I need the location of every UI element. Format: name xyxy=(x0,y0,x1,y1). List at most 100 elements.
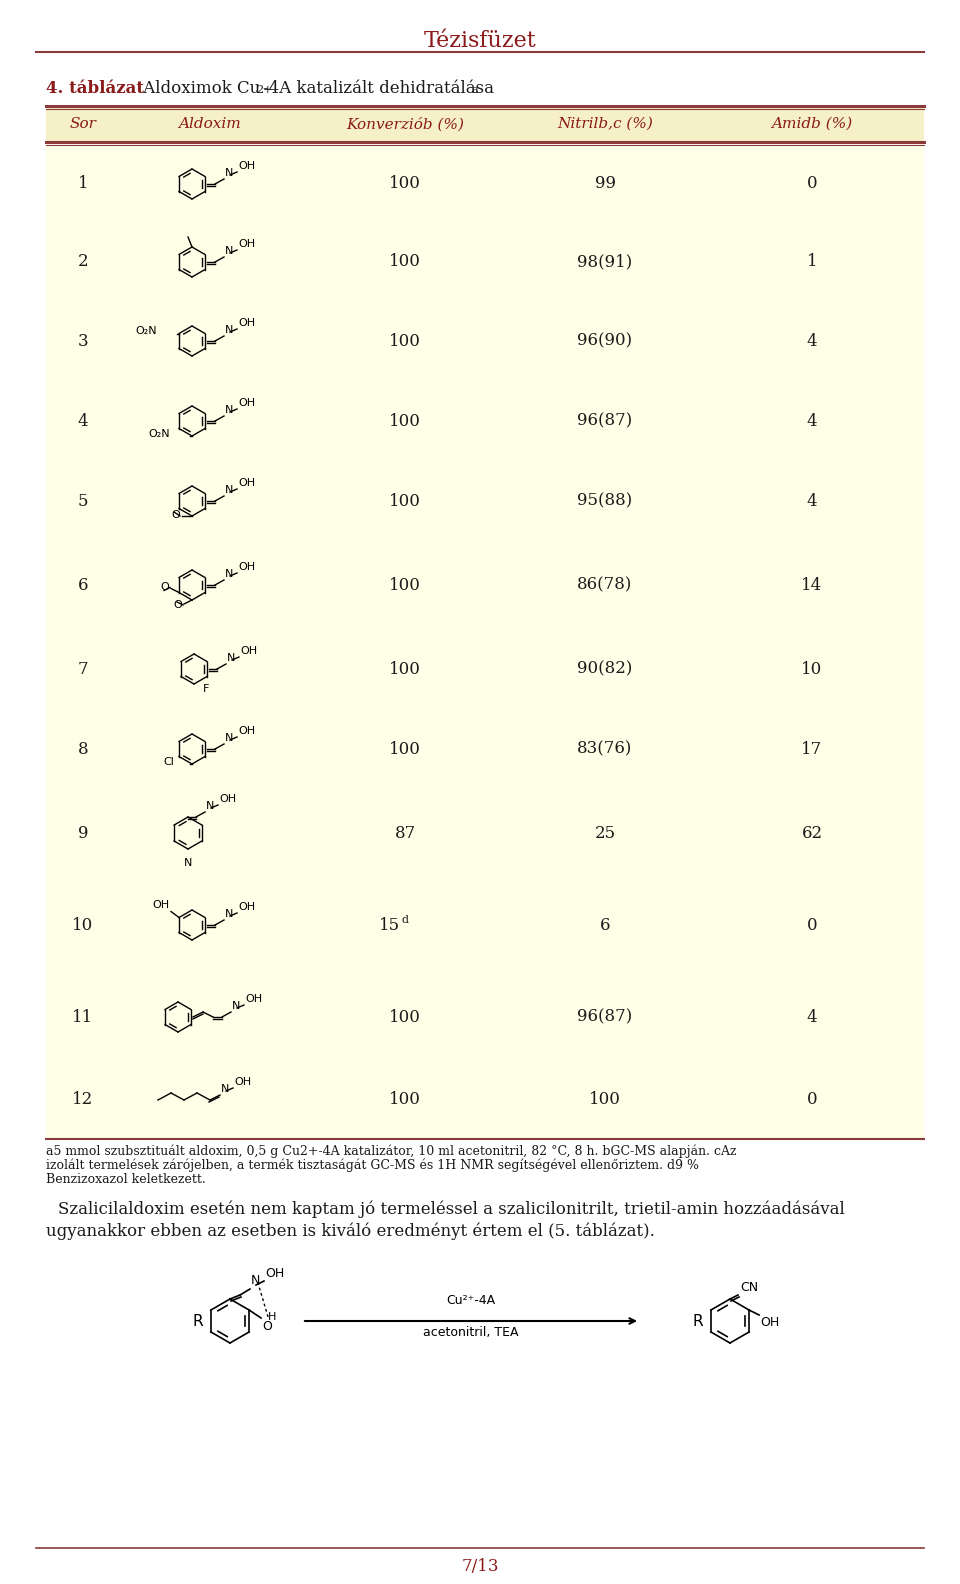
Text: d: d xyxy=(401,916,408,925)
Text: OH: OH xyxy=(760,1316,780,1329)
Text: Nitrilb,c (%): Nitrilb,c (%) xyxy=(557,117,653,131)
Text: 2: 2 xyxy=(78,253,88,271)
Text: 4: 4 xyxy=(806,493,817,510)
Text: 100: 100 xyxy=(389,333,420,350)
Text: O: O xyxy=(173,600,182,610)
Text: OH: OH xyxy=(238,725,255,737)
Text: ugyanakkor ebben az esetben is kiváló eredményt értem el (5. táblázat).: ugyanakkor ebben az esetben is kiváló er… xyxy=(46,1223,655,1240)
Bar xyxy=(46,710,924,789)
Bar xyxy=(46,223,924,301)
Text: N: N xyxy=(225,406,233,415)
Text: N: N xyxy=(206,802,214,811)
Text: N: N xyxy=(225,909,233,919)
Text: 62: 62 xyxy=(802,825,823,841)
Text: F: F xyxy=(203,684,209,694)
Text: 100: 100 xyxy=(389,1009,420,1025)
Text: N: N xyxy=(225,246,233,257)
Text: 100: 100 xyxy=(389,661,420,678)
Text: Sor: Sor xyxy=(69,117,96,131)
Text: Aldoxim: Aldoxim xyxy=(179,117,241,131)
Text: 4: 4 xyxy=(806,333,817,350)
Text: 100: 100 xyxy=(589,1091,621,1109)
Text: 83(76): 83(76) xyxy=(577,740,633,757)
Text: 1: 1 xyxy=(78,176,88,193)
Text: Konverziób (%): Konverziób (%) xyxy=(346,117,464,131)
Bar xyxy=(46,146,924,223)
Bar xyxy=(46,461,924,542)
Text: 96(87): 96(87) xyxy=(577,1009,633,1025)
Text: OH: OH xyxy=(234,1077,252,1087)
Text: acetonitril, TEA: acetonitril, TEA xyxy=(423,1326,518,1338)
Bar xyxy=(46,789,924,878)
Text: 0: 0 xyxy=(806,176,817,193)
Text: OH: OH xyxy=(238,239,255,249)
Text: OH: OH xyxy=(238,562,255,572)
Text: OH: OH xyxy=(238,901,255,912)
Text: OH: OH xyxy=(238,318,255,328)
Text: OH: OH xyxy=(219,794,236,805)
Text: OH: OH xyxy=(238,478,255,488)
Text: 10: 10 xyxy=(802,661,823,678)
Text: 15: 15 xyxy=(379,917,400,933)
Text: Cl: Cl xyxy=(163,757,174,767)
Text: a5 mmol szubsztituált aldoxim, 0,5 g Cu2+-4A katalizátor, 10 ml acetonitril, 82 : a5 mmol szubsztituált aldoxim, 0,5 g Cu2… xyxy=(46,1145,736,1158)
Text: 100: 100 xyxy=(389,253,420,271)
Text: Szalicilaldoxim esetén nem kaptam jó termeléssel a szalicilonitrilt, trietil-ami: Szalicilaldoxim esetén nem kaptam jó ter… xyxy=(58,1201,845,1218)
Bar xyxy=(46,542,924,629)
Bar xyxy=(46,301,924,382)
Text: izolált termelések zárójelben, a termék tisztaságát GC-MS és 1H NMR segítségével: izolált termelések zárójelben, a termék … xyxy=(46,1159,699,1172)
Text: 5: 5 xyxy=(78,493,88,510)
Text: OH: OH xyxy=(238,162,255,171)
Text: 95(88): 95(88) xyxy=(577,493,633,510)
Text: Aldoximok Cu: Aldoximok Cu xyxy=(138,81,260,97)
Text: N: N xyxy=(225,569,233,580)
Text: 86(78): 86(78) xyxy=(577,577,633,594)
Text: 2+: 2+ xyxy=(256,86,273,95)
Text: 6: 6 xyxy=(78,577,88,594)
Text: 98(91): 98(91) xyxy=(577,253,633,271)
Text: -4A katalizált dehidratálása: -4A katalizált dehidratálása xyxy=(263,81,494,97)
Text: O: O xyxy=(160,581,169,591)
Text: 7/13: 7/13 xyxy=(461,1559,499,1574)
Bar xyxy=(46,106,924,143)
Text: 100: 100 xyxy=(389,493,420,510)
Text: 100: 100 xyxy=(389,412,420,429)
Text: N: N xyxy=(225,325,233,334)
Text: 17: 17 xyxy=(802,740,823,757)
Text: N: N xyxy=(183,859,192,868)
Text: 11: 11 xyxy=(72,1009,94,1025)
Text: N: N xyxy=(225,485,233,494)
Text: 9: 9 xyxy=(78,825,88,841)
Text: 90(82): 90(82) xyxy=(577,661,633,678)
Text: O₂N: O₂N xyxy=(135,326,157,336)
Text: 99: 99 xyxy=(594,176,615,193)
Text: 96(87): 96(87) xyxy=(577,412,633,429)
Text: 4: 4 xyxy=(806,412,817,429)
Text: Amidb (%): Amidb (%) xyxy=(772,117,852,131)
Text: R: R xyxy=(192,1313,203,1329)
Text: 100: 100 xyxy=(389,176,420,193)
Text: 7: 7 xyxy=(78,661,88,678)
Bar xyxy=(46,629,924,710)
Text: O₂N: O₂N xyxy=(149,429,170,439)
Text: N: N xyxy=(221,1083,229,1095)
Text: OH: OH xyxy=(245,995,262,1004)
Text: 3: 3 xyxy=(78,333,88,350)
Text: 100: 100 xyxy=(389,577,420,594)
Text: Cu²⁺-4A: Cu²⁺-4A xyxy=(446,1294,495,1307)
Text: Tézisfüzet: Tézisfüzet xyxy=(423,30,537,52)
Text: N: N xyxy=(225,168,233,177)
Text: OH: OH xyxy=(152,900,169,909)
Text: N: N xyxy=(225,733,233,743)
Text: O: O xyxy=(262,1319,272,1334)
Text: 4. táblázat: 4. táblázat xyxy=(46,81,144,97)
Text: 14: 14 xyxy=(802,577,823,594)
Text: 12: 12 xyxy=(72,1091,94,1109)
Text: N: N xyxy=(227,653,235,664)
Text: 0: 0 xyxy=(806,1091,817,1109)
Text: 10: 10 xyxy=(72,917,94,933)
Text: N: N xyxy=(251,1274,260,1286)
Text: 96(90): 96(90) xyxy=(577,333,633,350)
Text: 0: 0 xyxy=(806,917,817,933)
Bar xyxy=(46,878,924,973)
